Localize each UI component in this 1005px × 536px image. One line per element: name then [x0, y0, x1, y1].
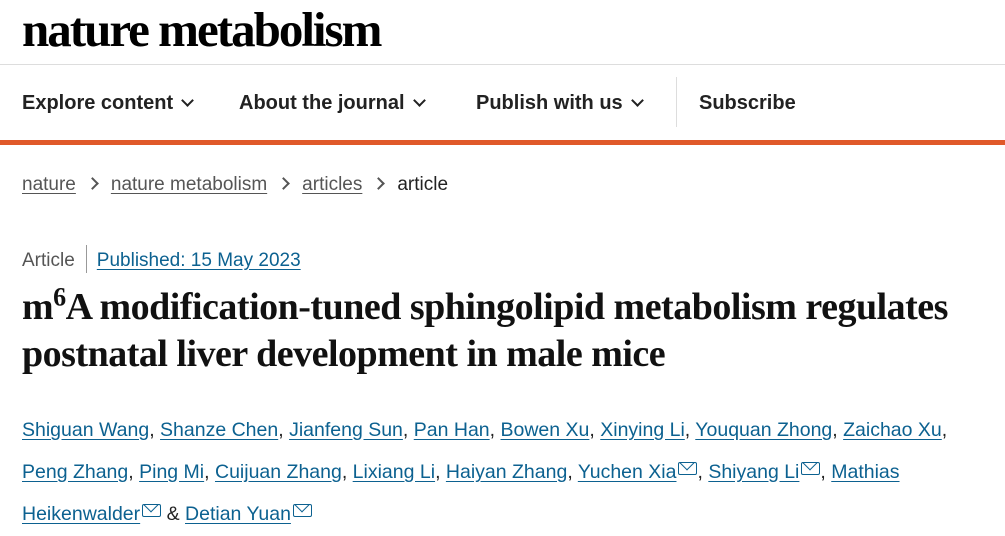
email-icon[interactable] — [678, 462, 698, 476]
nav-about-journal-label: About the journal — [239, 92, 405, 114]
title-superscript: 6 — [53, 282, 66, 312]
email-icon[interactable] — [801, 462, 821, 476]
article-meta: Article Published: 15 May 2023 — [22, 245, 301, 275]
article-title: m6A modification-tuned sphingolipid meta… — [22, 284, 992, 378]
author-link[interactable]: Mathias Heikenwalder — [22, 461, 900, 525]
author-link[interactable]: Cuijuan Zhang — [214, 461, 342, 483]
chevron-down-icon — [630, 94, 644, 107]
author-link[interactable]: Peng Zhang — [22, 461, 129, 483]
author-link[interactable]: Lixiang Li — [352, 461, 436, 483]
author-link[interactable]: Shanze Chen — [160, 419, 279, 441]
breadcrumb-nature-metabolism[interactable]: nature metabolism — [110, 174, 268, 195]
chevron-down-icon — [181, 94, 195, 107]
nav-publish-with-us[interactable]: Publish with us — [476, 91, 644, 115]
subscribe-link[interactable]: Subscribe — [699, 92, 796, 114]
author-link[interactable]: Shiyang Li — [708, 461, 800, 483]
meta-divider — [85, 245, 87, 273]
author-link[interactable]: Detian Yuan — [185, 503, 291, 525]
author-link[interactable]: Yuchen Xia — [577, 461, 677, 483]
article-type: Article — [22, 250, 75, 272]
author-link[interactable]: Jianfeng Sun — [289, 419, 403, 441]
nav-publish-with-us-label: Publish with us — [476, 92, 623, 114]
breadcrumb-current: article — [397, 174, 449, 195]
published-date[interactable]: Published: 15 May 2023 — [96, 250, 301, 272]
author-link[interactable]: Zaichao Xu — [843, 419, 942, 441]
chevron-right-icon — [277, 177, 291, 190]
chevron-right-icon — [86, 177, 99, 190]
chevron-down-icon — [412, 94, 426, 107]
author-link[interactable]: Bowen Xu — [500, 419, 590, 441]
email-icon[interactable] — [142, 504, 162, 518]
breadcrumb-nature[interactable]: nature — [22, 174, 76, 195]
masthead: nature metabolism — [0, 0, 1005, 65]
email-icon[interactable] — [292, 504, 312, 518]
breadcrumb-articles[interactable]: articles — [302, 174, 363, 195]
author-link[interactable]: Xinying Li — [600, 419, 685, 441]
title-m: m — [22, 286, 54, 328]
author-link[interactable]: Youquan Zhong — [695, 419, 833, 441]
breadcrumb: nature nature metabolism articles article — [22, 172, 448, 198]
author-link[interactable]: Pan Han — [413, 419, 490, 441]
nav-explore-content-label: Explore content — [22, 92, 174, 114]
nav-explore-content[interactable]: Explore content — [22, 91, 195, 115]
title-rest: A modification-tuned sphingolipid metabo… — [22, 286, 948, 375]
chevron-right-icon — [372, 177, 386, 190]
author-link[interactable]: Haiyan Zhang — [445, 461, 568, 483]
main-nav: Explore content About the journal Publis… — [0, 65, 1005, 145]
author-list: Shiguan Wang, Shanze Chen, Jianfeng Sun,… — [22, 419, 948, 525]
and-sign: & — [166, 503, 180, 525]
author-link[interactable]: Shiguan Wang — [22, 419, 150, 441]
nav-about-journal[interactable]: About the journal — [239, 91, 426, 115]
nav-divider — [676, 77, 677, 127]
journal-logo[interactable]: nature metabolism — [22, 2, 382, 57]
author-link[interactable]: Ping Mi — [139, 461, 205, 483]
